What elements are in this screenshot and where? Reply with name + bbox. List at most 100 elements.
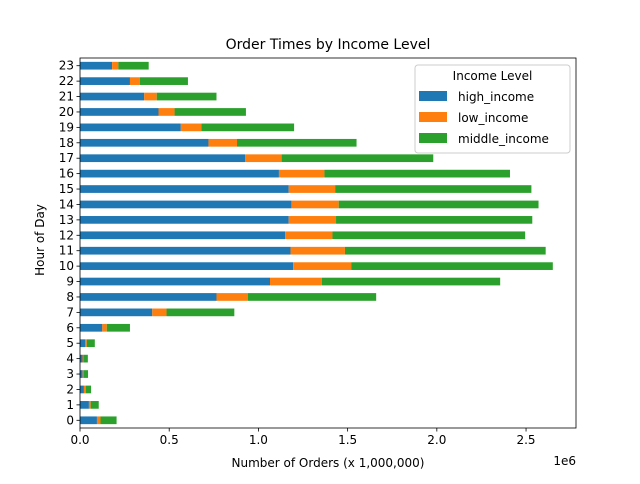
bar-high-income-hour-21	[80, 92, 145, 101]
bar-low-income-hour-23	[112, 61, 119, 70]
x-tick-label-2: 1.0	[249, 433, 268, 447]
bar-high-income-hour-4	[80, 354, 83, 363]
y-tick-label-hour-0: 0	[66, 413, 74, 427]
bar-low-income-hour-11	[290, 246, 345, 255]
x-tick-label-4: 2.0	[427, 433, 446, 447]
bar-low-income-hour-22	[129, 77, 140, 85]
chart-title: Order Times by Income Level	[226, 37, 431, 53]
bar-low-income-hour-20	[158, 108, 175, 116]
bar-high-income-hour-15	[80, 185, 289, 193]
bar-middle-income-hour-14	[338, 200, 539, 209]
bar-middle-income-hour-0	[100, 416, 117, 425]
bar-middle-income-hour-9	[321, 277, 501, 286]
axes-group: 012345678910111213141516171819202122230.…	[59, 57, 577, 447]
bar-low-income-hour-6	[102, 323, 107, 332]
bar-middle-income-hour-2	[85, 385, 92, 394]
y-tick-label-hour-21: 21	[59, 90, 74, 104]
legend-label-low-income: low_income	[458, 111, 528, 125]
bar-high-income-hour-23	[80, 61, 113, 70]
y-tick-label-hour-10: 10	[59, 259, 74, 273]
bar-low-income-hour-3	[82, 370, 84, 378]
bar-high-income-hour-17	[80, 154, 246, 163]
bar-low-income-hour-0	[96, 416, 101, 425]
bar-low-income-hour-10	[293, 262, 352, 270]
bar-high-income-hour-19	[80, 123, 181, 132]
y-tick-label-hour-4: 4	[66, 352, 74, 366]
bar-high-income-hour-5	[80, 339, 86, 348]
bar-middle-income-hour-15	[335, 185, 532, 193]
bar-low-income-hour-4	[82, 354, 84, 363]
bar-high-income-hour-2	[80, 385, 84, 394]
y-tick-label-hour-11: 11	[59, 244, 74, 258]
bar-middle-income-hour-22	[139, 77, 188, 85]
legend-label-high-income: high_income	[458, 90, 534, 104]
bar-high-income-hour-3	[80, 370, 83, 378]
y-tick-label-hour-9: 9	[66, 275, 74, 289]
bar-middle-income-hour-3	[83, 370, 89, 378]
bar-high-income-hour-6	[80, 323, 103, 332]
y-tick-label-hour-18: 18	[59, 136, 74, 150]
bar-middle-income-hour-21	[156, 92, 217, 101]
bar-high-income-hour-0	[80, 416, 97, 425]
bar-middle-income-hour-12	[332, 231, 526, 240]
y-tick-label-hour-15: 15	[59, 182, 74, 196]
y-tick-label-hour-6: 6	[66, 321, 74, 335]
bar-low-income-hour-19	[180, 123, 202, 132]
x-tick-label-1: 0.5	[160, 433, 179, 447]
bar-low-income-hour-17	[245, 154, 282, 163]
bar-high-income-hour-7	[80, 308, 153, 317]
x-tick-label-0: 0.0	[70, 433, 89, 447]
y-tick-label-hour-14: 14	[59, 197, 74, 211]
y-axis-label: Hour of Day	[33, 204, 47, 276]
bar-low-income-hour-2	[83, 385, 86, 394]
bar-low-income-hour-16	[278, 169, 325, 178]
bar-middle-income-hour-17	[281, 154, 434, 163]
x-axis-offset-text: 1e6	[553, 454, 576, 468]
legend-swatch-high-income	[419, 91, 447, 101]
bar-high-income-hour-20	[80, 108, 159, 116]
bar-middle-income-hour-16	[324, 169, 510, 178]
bar-high-income-hour-18	[80, 138, 209, 147]
bar-low-income-hour-1	[88, 401, 91, 409]
legend-swatch-low-income	[419, 112, 447, 122]
bar-high-income-hour-1	[80, 401, 89, 409]
bar-high-income-hour-22	[80, 77, 130, 85]
bar-middle-income-hour-23	[118, 61, 149, 70]
bar-high-income-hour-12	[80, 231, 286, 240]
x-axis-label: Number of Orders (x 1,000,000)	[232, 456, 425, 470]
bar-high-income-hour-14	[80, 200, 292, 209]
bar-middle-income-hour-1	[90, 401, 99, 409]
x-tick-label-3: 1.5	[338, 433, 357, 447]
bar-middle-income-hour-19	[201, 123, 295, 132]
bar-high-income-hour-16	[80, 169, 279, 178]
y-tick-label-hour-8: 8	[66, 290, 74, 304]
legend: Income Level high_income low_income middle_…	[414, 64, 571, 154]
legend-label-middle-income: middle_income	[458, 132, 549, 146]
bar-high-income-hour-13	[80, 216, 289, 224]
bar-middle-income-hour-8	[247, 293, 377, 301]
y-tick-label-hour-3: 3	[66, 367, 74, 381]
bar-middle-income-hour-6	[106, 323, 130, 332]
bar-low-income-hour-14	[291, 200, 339, 209]
y-tick-label-hour-16: 16	[59, 167, 74, 181]
bar-middle-income-hour-18	[237, 138, 357, 147]
bar-middle-income-hour-13	[336, 216, 533, 224]
legend-title: Income Level	[453, 69, 533, 83]
bar-middle-income-hour-4	[83, 354, 88, 363]
y-tick-label-hour-5: 5	[66, 336, 74, 350]
plot-frame	[79, 57, 577, 429]
bar-low-income-hour-15	[288, 185, 336, 193]
bar-middle-income-hour-10	[351, 262, 553, 270]
y-tick-label-hour-19: 19	[59, 120, 74, 134]
bar-low-income-hour-8	[216, 293, 248, 301]
bar-low-income-hour-7	[152, 308, 167, 317]
bars-group	[80, 61, 553, 425]
y-tick-label-hour-1: 1	[66, 398, 74, 412]
bar-high-income-hour-11	[80, 246, 291, 255]
legend-swatch-middle-income	[419, 133, 447, 143]
y-tick-label-hour-22: 22	[59, 74, 74, 88]
bar-middle-income-hour-7	[166, 308, 235, 317]
bar-low-income-hour-18	[208, 138, 238, 147]
bar-low-income-hour-21	[144, 92, 157, 101]
